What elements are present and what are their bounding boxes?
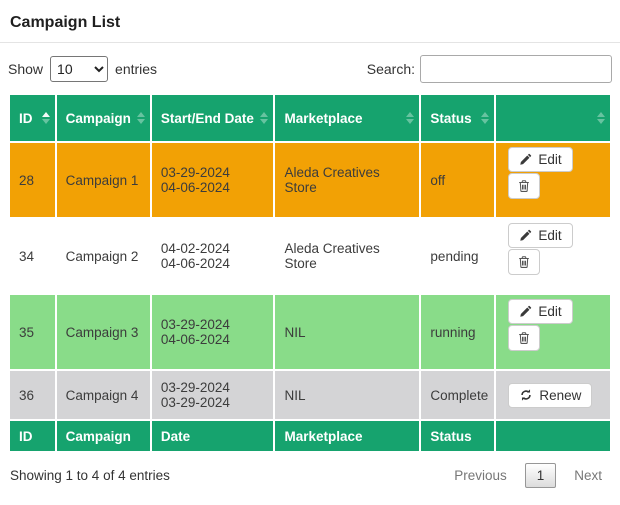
cell-date: 03-29-2024 04-06-2024 xyxy=(151,143,274,217)
table-row: 36 Campaign 4 03-29-2024 03-29-2024 NIL … xyxy=(10,371,610,419)
header-campaign-label: Campaign xyxy=(65,110,131,126)
date-start: 03-29-2024 xyxy=(160,317,230,332)
header-id-label: ID xyxy=(19,110,33,126)
date-start: 03-29-2024 xyxy=(160,165,230,180)
cell-status: off xyxy=(421,143,495,217)
sort-arrows-icon xyxy=(481,112,490,124)
footer-actions xyxy=(496,421,610,451)
search-label: Search: xyxy=(366,61,415,77)
edit-button[interactable]: Edit xyxy=(508,299,573,324)
header-marketplace-label: Marketplace xyxy=(284,110,363,126)
cell-actions: Edit xyxy=(496,295,610,369)
edit-button-label: Edit xyxy=(538,228,562,243)
delete-button[interactable] xyxy=(508,249,541,275)
search-control: Search: xyxy=(367,55,612,83)
search-input[interactable] xyxy=(420,55,612,83)
table-row: 34 Campaign 2 04-02-2024 04-06-2024 Aled… xyxy=(10,219,610,293)
edit-button-label: Edit xyxy=(538,304,562,319)
cell-actions: Renew xyxy=(496,371,610,419)
cell-id: 35 xyxy=(10,295,55,369)
cell-status: running xyxy=(421,295,495,369)
cell-campaign: Campaign 1 xyxy=(56,143,150,217)
footer-id: ID xyxy=(10,421,55,451)
cell-marketplace: NIL xyxy=(275,371,420,419)
page-title: Campaign List xyxy=(10,14,121,31)
cell-marketplace: Aleda Creatives Store xyxy=(275,143,420,217)
table-header-row: ID Campaign Start/End Date Marketplace S… xyxy=(10,95,610,141)
page-length-select[interactable]: 10 xyxy=(50,56,109,82)
cell-id: 28 xyxy=(10,143,55,217)
next-page-button[interactable]: Next xyxy=(574,468,602,483)
cell-campaign: Campaign 4 xyxy=(56,371,150,419)
header-actions[interactable] xyxy=(496,95,610,141)
cell-campaign: Campaign 3 xyxy=(56,295,150,369)
footer-date: Date xyxy=(151,421,274,451)
table-controls: Show 10 entries Search: xyxy=(8,55,612,83)
sort-arrows-icon xyxy=(136,112,145,124)
renew-button-label: Renew xyxy=(539,387,582,403)
cell-marketplace: Aleda Creatives Store xyxy=(275,219,420,293)
pencil-icon xyxy=(519,229,532,242)
header-status-label: Status xyxy=(430,110,472,126)
date-start: 04-02-2024 xyxy=(160,241,230,256)
footer-campaign: Campaign xyxy=(56,421,150,451)
table-footer-row: ID Campaign Date Marketplace Status xyxy=(10,421,610,451)
sort-arrows-icon xyxy=(260,112,269,124)
cell-actions: Edit xyxy=(496,143,610,217)
renew-button[interactable]: Renew xyxy=(508,382,593,408)
cell-date: 03-29-2024 03-29-2024 xyxy=(151,371,274,419)
campaign-list-page: Campaign List Show 10 entries Search: ID xyxy=(0,14,620,488)
cell-status: pending xyxy=(421,219,495,293)
edit-button[interactable]: Edit xyxy=(508,147,573,172)
entries-summary: Showing 1 to 4 of 4 entries xyxy=(10,468,170,483)
previous-page-button[interactable]: Previous xyxy=(454,468,507,483)
cell-date: 04-02-2024 04-06-2024 xyxy=(151,219,274,293)
sort-arrows-icon xyxy=(597,112,605,124)
date-start: 03-29-2024 xyxy=(160,380,230,395)
header-status[interactable]: Status xyxy=(421,95,495,141)
page-length-control: Show 10 entries xyxy=(8,56,157,82)
date-end: 04-06-2024 xyxy=(160,256,230,271)
cell-id: 36 xyxy=(10,371,55,419)
page-number-button[interactable]: 1 xyxy=(524,463,557,488)
table-info-bar: Showing 1 to 4 of 4 entries Previous 1 N… xyxy=(8,453,612,488)
trash-icon xyxy=(517,179,531,193)
sort-arrows-icon xyxy=(41,112,50,124)
sort-arrows-icon xyxy=(406,112,415,124)
show-label: Show xyxy=(8,61,44,77)
table-row: 35 Campaign 3 03-29-2024 04-06-2024 NIL … xyxy=(10,295,610,369)
pencil-icon xyxy=(519,153,532,166)
pagination: Previous 1 Next xyxy=(446,463,610,488)
cell-marketplace: NIL xyxy=(275,295,420,369)
footer-marketplace: Marketplace xyxy=(275,421,420,451)
trash-icon xyxy=(517,331,531,345)
cell-status: Complete xyxy=(421,371,495,419)
entries-label: entries xyxy=(115,61,158,77)
date-end: 04-06-2024 xyxy=(160,180,230,195)
header-marketplace[interactable]: Marketplace xyxy=(275,95,420,141)
trash-icon xyxy=(517,255,531,269)
delete-button[interactable] xyxy=(508,325,541,351)
header-id[interactable]: ID xyxy=(10,95,55,141)
cell-actions: Edit xyxy=(496,219,610,293)
date-end: 04-06-2024 xyxy=(160,332,230,347)
cell-date: 03-29-2024 04-06-2024 xyxy=(151,295,274,369)
delete-button[interactable] xyxy=(508,173,541,199)
header-date-label: Start/End Date xyxy=(160,110,254,126)
table-row: 28 Campaign 1 03-29-2024 04-06-2024 Aled… xyxy=(10,143,610,217)
title-divider xyxy=(0,42,620,43)
edit-button-label: Edit xyxy=(538,152,562,167)
sync-icon xyxy=(519,388,533,402)
header-campaign[interactable]: Campaign xyxy=(56,95,150,141)
date-end: 03-29-2024 xyxy=(160,395,230,410)
cell-id: 34 xyxy=(10,219,55,293)
edit-button[interactable]: Edit xyxy=(508,223,573,248)
pencil-icon xyxy=(519,305,532,318)
cell-campaign: Campaign 2 xyxy=(56,219,150,293)
footer-status: Status xyxy=(421,421,495,451)
campaign-table: ID Campaign Start/End Date Marketplace S… xyxy=(8,93,612,453)
header-date[interactable]: Start/End Date xyxy=(151,95,274,141)
